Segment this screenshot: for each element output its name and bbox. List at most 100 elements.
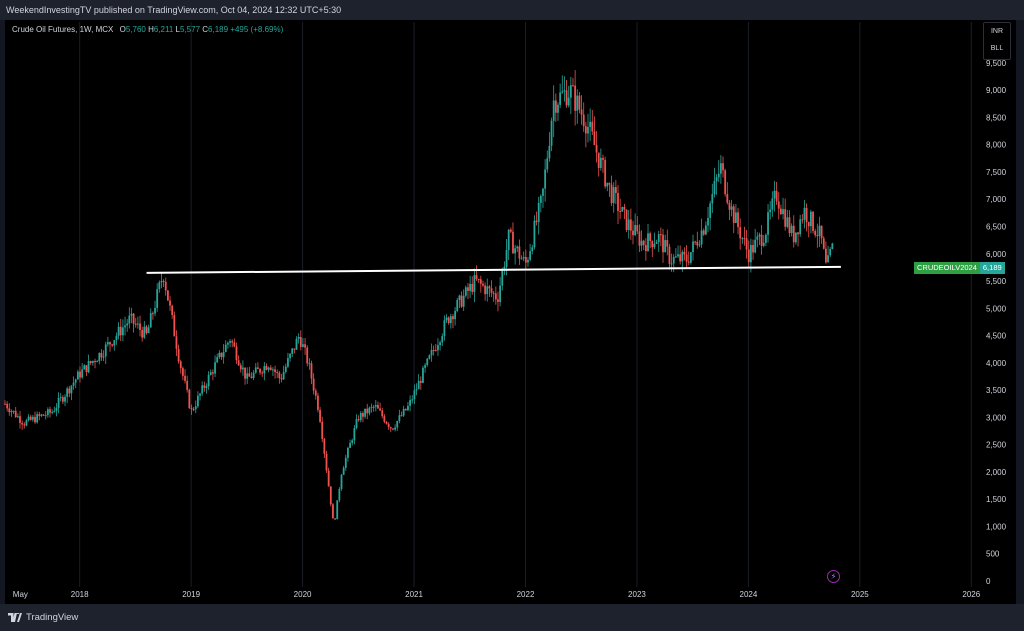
candle-body: [724, 170, 727, 195]
candle-body: [814, 230, 817, 236]
candle-body: [407, 405, 409, 411]
candle-body: [694, 241, 697, 243]
candle-body: [552, 100, 555, 121]
chart-pane[interactable]: [5, 20, 1016, 604]
candle-body: [312, 378, 315, 391]
candle-body: [409, 399, 411, 406]
candle-body: [126, 323, 129, 326]
candle-body: [413, 390, 416, 400]
candle-body: [524, 256, 527, 263]
candle-body: [726, 194, 729, 203]
candle-body: [91, 360, 94, 364]
y-tick-label: 500: [986, 550, 1000, 559]
candle-body: [522, 256, 525, 259]
candle-body: [166, 290, 169, 301]
x-tick-label: 2022: [517, 590, 535, 599]
candle-body: [310, 363, 313, 379]
candle-body: [295, 338, 298, 350]
candle-body: [392, 428, 394, 430]
tradingview-brand[interactable]: TradingView: [8, 612, 78, 623]
close-value: 6,189: [208, 25, 229, 34]
candle-body: [612, 187, 615, 204]
high-value: 6,211: [153, 25, 174, 34]
price-axis: 0 500 1,000 1,500 2,000 2,500 3,000 3,500 4,000 4…: [986, 32, 1011, 586]
candle-body: [786, 217, 789, 227]
candle-body: [156, 289, 159, 308]
candle-body: [432, 349, 435, 351]
candle-body: [595, 145, 598, 153]
candle-body: [617, 192, 619, 211]
candle-body: [696, 241, 699, 246]
candle-body: [484, 285, 487, 295]
close-label: C: [202, 25, 209, 34]
candle-body: [102, 356, 105, 358]
candle-body: [779, 208, 782, 215]
currency-button[interactable]: INR: [990, 28, 1004, 35]
candle-body: [621, 206, 624, 212]
support-trendline: [146, 265, 841, 274]
candle-body: [514, 248, 517, 254]
candle-body: [775, 190, 778, 202]
candle-body: [272, 369, 274, 371]
candle-body: [383, 416, 386, 422]
candle-body: [209, 372, 212, 375]
candle-body: [674, 256, 677, 258]
candle-body: [458, 295, 461, 301]
candle-body: [569, 85, 572, 98]
lightning-icon[interactable]: ⚡: [827, 570, 840, 583]
candle-body: [473, 275, 476, 292]
candle-body: [469, 283, 472, 291]
candle-body: [505, 249, 508, 267]
candle-body: [711, 194, 714, 204]
candle-body: [66, 388, 69, 397]
candle-body: [175, 336, 178, 349]
candle-body: [385, 421, 388, 424]
candle-body: [70, 385, 73, 394]
candle-body: [269, 367, 272, 370]
candle-body: [572, 85, 574, 87]
candle-body: [606, 182, 609, 187]
candle-body: [589, 121, 592, 127]
candle-body: [325, 453, 328, 471]
candle-body: [424, 365, 426, 368]
candle-body: [248, 373, 251, 377]
candle-body: [389, 427, 392, 429]
candle-body: [730, 206, 733, 210]
y-tick-label: 9,000: [986, 86, 1007, 95]
candle-body: [23, 424, 26, 426]
candle-body: [670, 263, 673, 265]
candle-body: [51, 411, 54, 413]
candle-body: [162, 281, 165, 283]
candle-body: [177, 348, 180, 362]
candle-body: [179, 361, 182, 369]
unit-button[interactable]: BLL: [990, 45, 1004, 52]
candle-body: [111, 344, 114, 346]
candle-body: [46, 409, 49, 416]
price-tag-value: 6,189: [979, 262, 1005, 274]
candle-body: [509, 229, 512, 232]
candle-body: [642, 240, 645, 246]
scale-unit-menu[interactable]: INR BLL: [983, 22, 1011, 60]
candle-body: [276, 372, 279, 374]
candle-body: [602, 157, 604, 160]
candle-body: [81, 369, 84, 378]
candle-body: [434, 349, 437, 351]
candle-body: [14, 410, 17, 418]
candle-body: [124, 325, 126, 328]
candle-body: [355, 419, 358, 429]
candle-body: [700, 230, 703, 245]
candle-body: [666, 240, 669, 247]
candle-body: [782, 209, 784, 215]
symbol-legend[interactable]: Crude Oil Futures, 1W, MCX O5,760 H6,211…: [12, 24, 283, 36]
candle-body: [136, 323, 139, 325]
candle-body: [85, 365, 88, 373]
candle-body: [805, 207, 808, 223]
x-tick-label: 2019: [182, 590, 200, 599]
candle-body: [336, 500, 339, 520]
candle-body: [98, 352, 101, 362]
candle-body: [818, 225, 821, 237]
candle-body: [629, 219, 632, 231]
candle-body: [677, 254, 679, 257]
candle-body: [231, 341, 234, 343]
